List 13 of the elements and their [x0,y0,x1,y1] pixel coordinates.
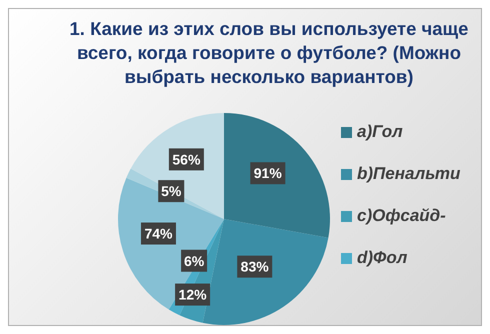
legend-label: c)Офсайд- [357,205,446,227]
legend-label: d)Фол [357,247,408,269]
data-label: 6% [184,252,205,269]
pie-slice [224,113,330,238]
chart-title: 1. Какие из этих слов вы используете чаще всего, когда говорите о футболе? (Можно выбрать несколько вариантов) [69,17,469,89]
data-label: 83% [240,258,270,275]
data-label: 12% [178,286,208,303]
data-label: 56% [172,151,201,168]
data-label: 74% [144,226,174,242]
data-label: 5% [161,183,182,200]
data-label: 91% [254,165,282,182]
legend-label: b)Пенальти [357,163,460,185]
legend-label: a)Гол [357,121,403,143]
